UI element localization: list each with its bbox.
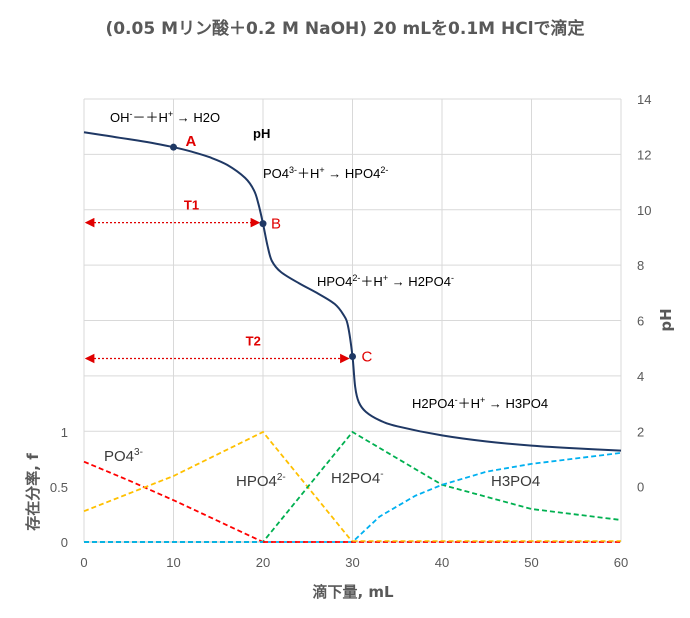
x-axis-title: 滴下量, mL <box>312 583 394 601</box>
right-tick-label: 2 <box>637 424 644 439</box>
species-lines <box>83 430 622 543</box>
interval-label-t1: T1 <box>184 198 199 213</box>
right-axis-title: pH <box>657 308 675 331</box>
left-axis: 00.51 <box>50 425 68 550</box>
right-tick-label: 4 <box>637 369 644 384</box>
x-tick-label: 40 <box>435 555 449 570</box>
right-axis: 0 2 4 6 8 10 12 14 <box>637 92 651 495</box>
point-a <box>170 143 177 151</box>
species-line-h3po4 <box>84 452 622 543</box>
interval-arrows: T1 T2 <box>84 198 350 364</box>
reaction-2: PO43-＋H+ → HPO42- <box>263 165 388 181</box>
species-label-po4: PO43- <box>104 447 143 465</box>
x-tick-label: 10 <box>166 555 180 570</box>
reaction-3: HPO42-＋H+ → H2PO4- <box>317 273 454 289</box>
marked-points: A B C <box>170 133 373 365</box>
x-tick-label: 60 <box>614 555 628 570</box>
x-tick-label: 0 <box>80 555 87 570</box>
ph-series-label: pH <box>253 126 270 141</box>
reaction-1: OH-－＋H+ → H2O <box>110 109 220 125</box>
right-tick-label: 10 <box>637 203 651 218</box>
point-label-c: C <box>362 348 373 365</box>
left-axis-title: 存在分率, f <box>24 453 42 531</box>
x-tick-label: 30 <box>345 555 359 570</box>
reaction-4: H2PO4-＋H+ → H3PO4 <box>412 395 548 411</box>
species-label-h3po4: H3PO4 <box>491 473 540 490</box>
chart-title: (0.05 Mリン酸＋0.2 M NaOH) 20 mLを0.1M HClで滴定 <box>105 18 584 39</box>
point-b <box>259 220 267 228</box>
gridlines <box>83 98 622 543</box>
x-tick-label: 20 <box>256 555 270 570</box>
x-tick-label: 50 <box>524 555 538 570</box>
point-label-b: B <box>271 216 281 233</box>
x-axis: 0 10 20 30 40 50 60 <box>80 555 628 570</box>
species-label-hpo4: HPO42- <box>236 472 286 490</box>
left-tick-label: 0 <box>61 535 68 550</box>
right-tick-label: 8 <box>637 258 644 273</box>
right-tick-label: 12 <box>637 147 651 162</box>
right-tick-label: 14 <box>637 92 651 107</box>
species-line-h2po4 <box>84 430 622 543</box>
left-tick-label: 1 <box>61 425 68 440</box>
right-tick-label: 6 <box>637 314 644 329</box>
species-line-po4 <box>83 460 264 543</box>
interval-label-t2: T2 <box>246 333 261 348</box>
left-tick-label: 0.5 <box>50 480 68 495</box>
species-label-h2po4: H2PO4- <box>331 469 384 487</box>
point-label-a: A <box>186 133 197 150</box>
point-c <box>349 352 356 360</box>
right-tick-label: 0 <box>637 480 644 495</box>
